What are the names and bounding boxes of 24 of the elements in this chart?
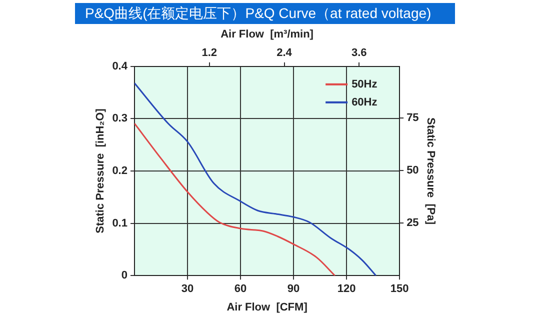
legend-label: 50Hz [352,78,378,90]
x-axis-title: Air Flow [CFM] [226,301,308,314]
x2-axis-title: Air Flow [m³/min] [220,28,314,41]
x-tick-label: 60 [234,283,247,296]
x2-tick-label: 2.4 [276,46,293,59]
chart-title: P&Q曲线(在额定电压下）P&Q Curve（at rated voltage) [75,3,455,24]
legend-label: 60Hz [352,96,378,108]
y-axis-title: Static Pressure [inH₂O] [94,108,107,234]
y2-tick-label: 50 [406,164,419,177]
x-tick-label: 90 [287,283,300,296]
y-tick-label: 0.2 [112,165,128,178]
x2-tick-label: 3.6 [351,46,367,59]
x-tick-label: 120 [337,283,356,296]
y-tick-label: 0 [121,270,128,282]
x-tick-label: 30 [181,283,194,296]
line-series [134,122,336,276]
y2-tick-label: 75 [406,112,419,124]
y-tick-label: 0.4 [112,60,128,72]
x2-tick-label: 1.2 [202,46,218,59]
y2-axis-title: Static Pressure [Pa] [424,118,436,225]
y-tick-label: 0.1 [112,217,128,230]
y-tick-label: 0.3 [112,112,128,125]
y2-tick-label: 25 [406,217,419,230]
x-tick-label: 150 [390,283,409,296]
